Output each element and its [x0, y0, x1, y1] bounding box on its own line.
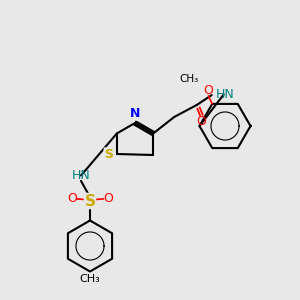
Text: O: O [196, 115, 206, 128]
Text: HN: HN [216, 88, 235, 101]
Text: CH₃: CH₃ [179, 74, 199, 84]
Text: HN: HN [72, 169, 90, 182]
Text: S: S [85, 194, 95, 208]
Text: O: O [67, 191, 77, 205]
Text: CH₃: CH₃ [80, 274, 100, 284]
Text: O: O [103, 191, 113, 205]
Text: N: N [130, 107, 140, 120]
Text: O: O [203, 84, 213, 97]
Text: S: S [104, 148, 113, 161]
